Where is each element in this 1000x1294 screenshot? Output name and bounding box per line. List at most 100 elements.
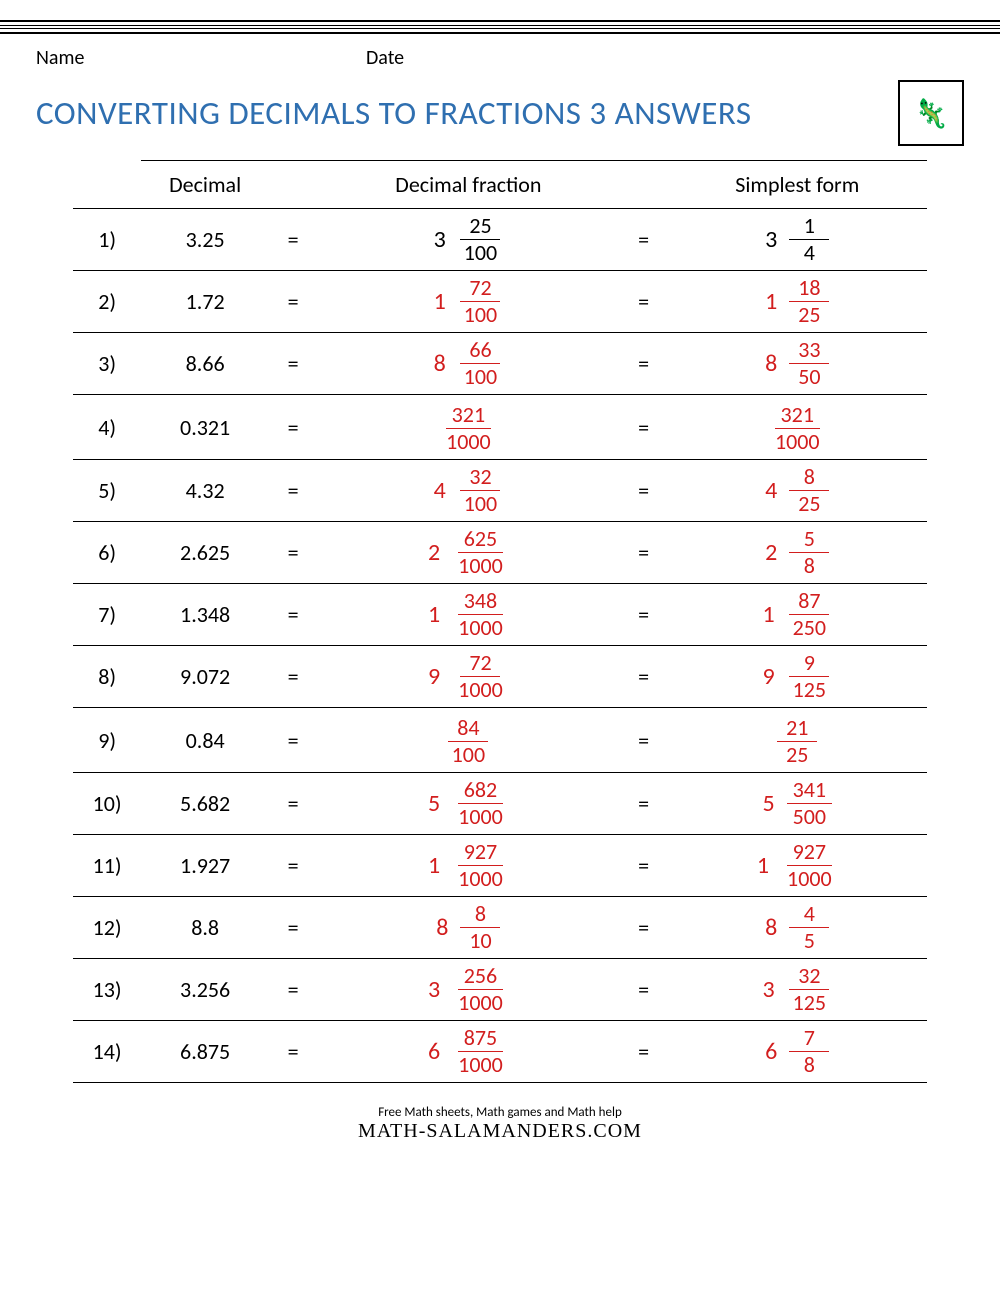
sf-fraction: 58 bbox=[789, 528, 829, 577]
sf-numerator: 33 bbox=[789, 339, 829, 364]
sf-numerator: 32 bbox=[789, 965, 829, 990]
sf-numerator: 5 bbox=[789, 528, 829, 553]
df-whole: 1 bbox=[434, 290, 446, 314]
equals-sign: = bbox=[620, 773, 668, 835]
sf-denominator: 25 bbox=[789, 302, 829, 326]
sf-denominator: 500 bbox=[787, 804, 832, 828]
sf-whole: 9 bbox=[762, 665, 774, 689]
df-denominator: 100 bbox=[446, 742, 491, 766]
decimal-value: 1.348 bbox=[141, 584, 269, 646]
table-row: 12)8.8=8810=845 bbox=[73, 897, 927, 959]
sf-numerator: 9 bbox=[789, 652, 829, 677]
equals-sign: = bbox=[620, 271, 668, 333]
table-row: 6)2.625=26251000=258 bbox=[73, 522, 927, 584]
df-numerator: 875 bbox=[458, 1027, 503, 1052]
df-whole: 3 bbox=[434, 228, 446, 252]
sf-denominator: 125 bbox=[787, 677, 832, 701]
sf-whole: 3 bbox=[762, 978, 774, 1002]
decimal-fraction: 432100 bbox=[317, 460, 620, 522]
df-denominator: 1000 bbox=[452, 866, 509, 890]
row-index: 12) bbox=[73, 897, 141, 959]
equals-sign: = bbox=[620, 522, 668, 584]
sf-denominator: 25 bbox=[789, 491, 829, 515]
decimal-value: 4.32 bbox=[141, 460, 269, 522]
df-fraction: 3481000 bbox=[452, 590, 509, 639]
decimal-fraction: 56821000 bbox=[317, 773, 620, 835]
decimal-value: 2.625 bbox=[141, 522, 269, 584]
df-denominator: 10 bbox=[460, 928, 500, 952]
simplest-form: 5341500 bbox=[668, 773, 927, 835]
decimal-value: 6.875 bbox=[141, 1021, 269, 1083]
decimal-fraction: 1 72100 bbox=[317, 271, 620, 333]
equals-sign: = bbox=[620, 646, 668, 708]
df-numerator: 72 bbox=[460, 652, 500, 677]
row-index: 14) bbox=[73, 1021, 141, 1083]
sf-numerator: 7 bbox=[789, 1027, 829, 1052]
df-fraction: 721000 bbox=[452, 652, 509, 701]
sf-fraction: 14 bbox=[789, 215, 829, 264]
decimal-fraction: 3211000 bbox=[317, 395, 620, 460]
footer-site: MATH-SALAMANDERS.COM bbox=[36, 1120, 964, 1143]
simplest-form: 2125 bbox=[668, 708, 927, 773]
df-denominator: 1000 bbox=[452, 615, 509, 639]
df-whole: 8 bbox=[434, 352, 446, 376]
df-numerator: 84 bbox=[448, 717, 488, 742]
equals-sign: = bbox=[269, 522, 317, 584]
row-index: 6) bbox=[73, 522, 141, 584]
equals-sign: = bbox=[269, 209, 317, 271]
table-row: 4)0.321=3211000=3211000 bbox=[73, 395, 927, 460]
row-index: 9) bbox=[73, 708, 141, 773]
simplest-form: 83350 bbox=[668, 333, 927, 395]
table-row: 14)6.875=68751000=678 bbox=[73, 1021, 927, 1083]
footer: Free Math sheets, Math games and Math he… bbox=[36, 1105, 964, 1143]
col-index bbox=[73, 161, 141, 209]
table-row: 3)8.66=866100=83350 bbox=[73, 333, 927, 395]
sf-whole: 3 bbox=[765, 228, 777, 252]
sf-denominator: 8 bbox=[789, 1052, 829, 1076]
df-denominator: 1000 bbox=[452, 804, 509, 828]
df-numerator: 25 bbox=[460, 215, 500, 240]
df-numerator: 682 bbox=[458, 779, 503, 804]
sf-denominator: 50 bbox=[789, 364, 829, 388]
simplest-form: 332125 bbox=[668, 959, 927, 1021]
sf-fraction: 3211000 bbox=[769, 404, 826, 453]
sf-whole: 6 bbox=[765, 1040, 777, 1064]
df-denominator: 100 bbox=[458, 491, 503, 515]
decimal-value: 8.66 bbox=[141, 333, 269, 395]
decimal-fraction: 866100 bbox=[317, 333, 620, 395]
df-numerator: 256 bbox=[458, 965, 503, 990]
df-fraction: 9271000 bbox=[452, 841, 509, 890]
df-fraction: 72100 bbox=[458, 277, 503, 326]
sf-numerator: 927 bbox=[787, 841, 832, 866]
table-row: 13)3.256=32561000=332125 bbox=[73, 959, 927, 1021]
row-index: 1) bbox=[73, 209, 141, 271]
decimal-value: 3.256 bbox=[141, 959, 269, 1021]
table-header-row: Decimal Decimal fraction Simplest form bbox=[73, 161, 927, 209]
equals-sign: = bbox=[269, 395, 317, 460]
row-index: 4) bbox=[73, 395, 141, 460]
sf-fraction: 341500 bbox=[787, 779, 832, 828]
df-whole: 1 bbox=[428, 854, 440, 878]
df-numerator: 348 bbox=[458, 590, 503, 615]
df-denominator: 100 bbox=[458, 240, 503, 264]
sf-denominator: 8 bbox=[789, 553, 829, 577]
decimal-value: 0.84 bbox=[141, 708, 269, 773]
sf-numerator: 8 bbox=[789, 466, 829, 491]
df-numerator: 927 bbox=[458, 841, 503, 866]
simplest-form: 3 14 bbox=[668, 209, 927, 271]
decimal-value: 1.72 bbox=[141, 271, 269, 333]
decimal-value: 8.8 bbox=[141, 897, 269, 959]
df-denominator: 1000 bbox=[452, 1052, 509, 1076]
row-index: 7) bbox=[73, 584, 141, 646]
decimal-fraction: 32561000 bbox=[317, 959, 620, 1021]
simplest-form: 11825 bbox=[668, 271, 927, 333]
decimal-fraction: 6 8751000 bbox=[317, 1021, 620, 1083]
table-row: 5)4.32=432100=4825 bbox=[73, 460, 927, 522]
equals-sign: = bbox=[620, 959, 668, 1021]
simplest-form: 4825 bbox=[668, 460, 927, 522]
decimal-fraction: 9721000 bbox=[317, 646, 620, 708]
sf-numerator: 87 bbox=[789, 590, 829, 615]
df-whole: 6 bbox=[428, 1040, 440, 1064]
df-numerator: 8 bbox=[460, 903, 500, 928]
worksheet-page: Name Date CONVERTING DECIMALS TO FRACTIO… bbox=[0, 46, 1000, 1163]
